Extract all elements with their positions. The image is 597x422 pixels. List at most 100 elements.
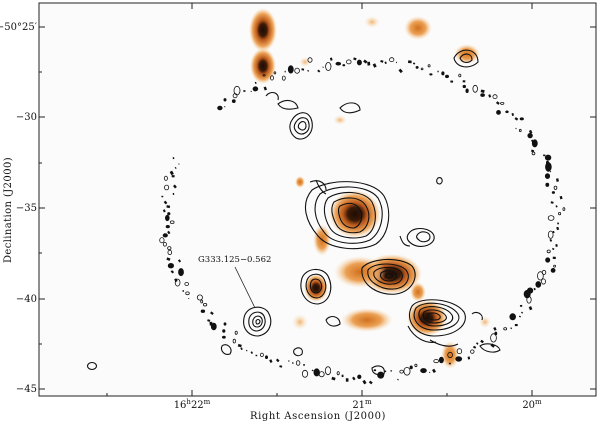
noise-speck [336, 371, 340, 376]
noise-speck [341, 374, 344, 378]
noise-speck [172, 192, 175, 196]
noise-speck [557, 222, 560, 225]
noise-speck [163, 175, 168, 181]
noise-speck [294, 67, 300, 74]
noise-speck [433, 359, 440, 364]
noise-speck [178, 268, 184, 277]
noise-speck [287, 65, 294, 74]
noise-ring [159, 57, 566, 385]
noise-speck [549, 170, 552, 173]
noise-speck [403, 366, 411, 376]
noise-speck [551, 191, 556, 194]
noise-speck [301, 369, 309, 378]
noise-speck [174, 278, 178, 283]
x-axis-label: Right Ascension (J2000) [250, 411, 386, 422]
noise-speck [356, 59, 362, 66]
noise-speck [409, 365, 413, 370]
noise-speck [408, 60, 412, 64]
noise-speck [255, 354, 258, 357]
noise-speck [413, 62, 416, 65]
noise-speck [377, 371, 385, 379]
noise-speck [161, 195, 164, 198]
noise-speck [279, 365, 283, 368]
noise-speck [232, 338, 236, 344]
noise-speck [444, 74, 449, 79]
noise-speck [372, 63, 377, 68]
noise-speck [373, 369, 377, 372]
noise-speck [164, 184, 170, 191]
noise-speck [526, 295, 532, 304]
noise-speck [470, 349, 475, 354]
noise-speck [505, 110, 509, 114]
noise-speck [288, 360, 290, 362]
noise-speck [167, 230, 171, 235]
noise-speck [467, 356, 471, 360]
noise-speck [537, 271, 544, 281]
noise-speck [553, 185, 558, 190]
noise-speck [462, 80, 466, 83]
noise-speck [472, 84, 478, 93]
noise-speck [363, 59, 368, 64]
noise-speck [545, 182, 550, 187]
noise-speck [233, 85, 241, 96]
noise-speck [167, 246, 172, 251]
noise-speck [490, 343, 495, 348]
noise-speck [159, 237, 165, 244]
noise-speck [188, 298, 190, 300]
noise-speck [528, 129, 533, 134]
noise-speck [550, 267, 556, 273]
noise-speck [475, 342, 479, 345]
noise-speck [200, 309, 206, 313]
noise-speck [455, 356, 463, 362]
axis-ticks [39, 3, 596, 396]
noise-speck [500, 102, 505, 105]
noise-speck [182, 289, 185, 293]
noise-speck [518, 128, 522, 133]
noise-speck [496, 110, 501, 115]
noise-speck [174, 278, 181, 287]
noise-speck [549, 238, 553, 242]
noise-speck [169, 220, 175, 224]
noise-speck [165, 214, 170, 222]
noise-speck [399, 369, 404, 374]
noise-speck [559, 195, 563, 200]
noise-speck [165, 225, 170, 229]
noise-speck [345, 378, 349, 382]
noise-speck [390, 370, 393, 372]
noise-speck [555, 205, 558, 208]
noise-speck [307, 69, 310, 72]
noise-speck [252, 86, 259, 92]
noise-speck [203, 303, 208, 307]
noise-speck [264, 355, 268, 360]
noise-speck [547, 230, 554, 239]
noise-speck [544, 154, 552, 161]
noise-speck [465, 88, 469, 94]
x-tick-label: 16h22m [174, 398, 211, 411]
noise-speck [553, 264, 556, 268]
noise-speck [528, 306, 533, 311]
noise-speck [353, 57, 357, 61]
noise-speck [545, 162, 552, 172]
noise-speck [493, 327, 497, 331]
noise-speck [456, 348, 463, 355]
noise-speck [270, 75, 274, 81]
noise-speck [254, 81, 257, 84]
noise-speck [250, 351, 254, 355]
noise-speck [558, 212, 562, 216]
noise-speck [324, 366, 332, 376]
noise-speck [295, 360, 301, 366]
x-tick-label: 21m [352, 398, 372, 411]
noise-speck [362, 379, 367, 385]
noise-speck [237, 343, 242, 348]
noise-speck [169, 170, 174, 176]
y-axis-label: Declination (J2000) [3, 157, 14, 263]
noise-speck [503, 327, 508, 331]
noise-speck [437, 70, 439, 73]
image-layer [86, 8, 566, 385]
noise-speck [415, 66, 419, 69]
noise-speck [281, 75, 286, 81]
noise-speck [490, 333, 497, 343]
noise-speck [259, 352, 264, 358]
noise-speck [167, 212, 171, 216]
noise-speck [441, 71, 445, 76]
